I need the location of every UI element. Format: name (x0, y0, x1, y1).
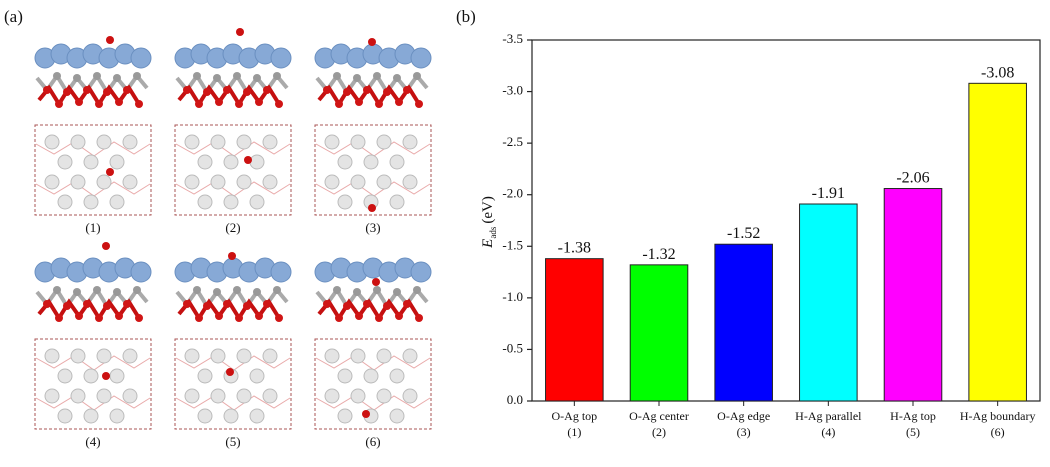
y-tick-label: -2.0 (502, 186, 523, 201)
top-view (34, 338, 152, 430)
side-view (33, 256, 153, 324)
y-tick-label: -1.0 (502, 289, 523, 304)
y-tick-label: -3.0 (502, 83, 523, 98)
x-tick-number: (2) (652, 425, 666, 439)
x-tick-label: O-Ag edge (717, 409, 770, 423)
bar (883, 188, 943, 402)
y-tick-label: -0.5 (502, 340, 523, 355)
structure-label: (2) (225, 220, 240, 235)
y-tick-label: -1.5 (502, 237, 523, 252)
value-label: -1.52 (727, 225, 760, 242)
structure-label: (1) (85, 220, 100, 235)
y-tick-label: 0.0 (507, 392, 523, 407)
panel-label: (a) (4, 7, 23, 26)
structures (33, 28, 433, 430)
bar (714, 243, 773, 402)
y-label-main: E (480, 239, 496, 249)
x-tick-label: H-Ag top (890, 409, 936, 423)
x-tick-number: (4) (821, 425, 835, 439)
structure-label: (4) (85, 434, 100, 449)
value-label: -2.06 (896, 170, 929, 187)
side-view (173, 42, 293, 110)
x-tick-number: (5) (906, 425, 920, 439)
top-view (314, 124, 432, 216)
side-view (313, 42, 433, 110)
value-label: -1.38 (558, 240, 591, 257)
side-view (313, 256, 433, 324)
y-axis-label: Eads (eV) (480, 196, 498, 249)
top-view (174, 124, 292, 216)
side-view (33, 42, 153, 110)
panel-label: (b) (456, 7, 476, 26)
bar (545, 258, 604, 402)
structure-label: (5) (225, 434, 240, 449)
value-label: -1.32 (642, 246, 675, 263)
top-view (314, 338, 432, 430)
x-tick-number: (6) (991, 425, 1005, 439)
x-tick-label: O-Ag center (629, 409, 689, 423)
y-tick-label: -3.5 (502, 31, 523, 46)
y-label-unit: (eV) (480, 196, 496, 223)
structure-label: (3) (365, 220, 380, 235)
x-tick-label: H-Ag boundary (960, 409, 1036, 423)
adsorbates (102, 28, 380, 418)
x-tick-label: H-Ag parallel (795, 409, 862, 423)
value-label: -1.91 (812, 185, 845, 202)
value-label: -3.08 (981, 64, 1014, 81)
bar (968, 82, 1027, 402)
top-view (174, 338, 292, 430)
plot-frame (531, 39, 1041, 402)
bar (799, 203, 858, 402)
side-view (173, 256, 293, 324)
top-view (34, 124, 152, 216)
x-tick-number: (1) (567, 425, 581, 439)
structure-label: (6) (365, 434, 380, 449)
x-tick-number: (3) (737, 425, 751, 439)
y-tick-label: -2.5 (502, 134, 523, 149)
y-label-sub: ads (488, 226, 498, 238)
x-tick-label: O-Ag top (551, 409, 597, 423)
bar (629, 264, 689, 402)
